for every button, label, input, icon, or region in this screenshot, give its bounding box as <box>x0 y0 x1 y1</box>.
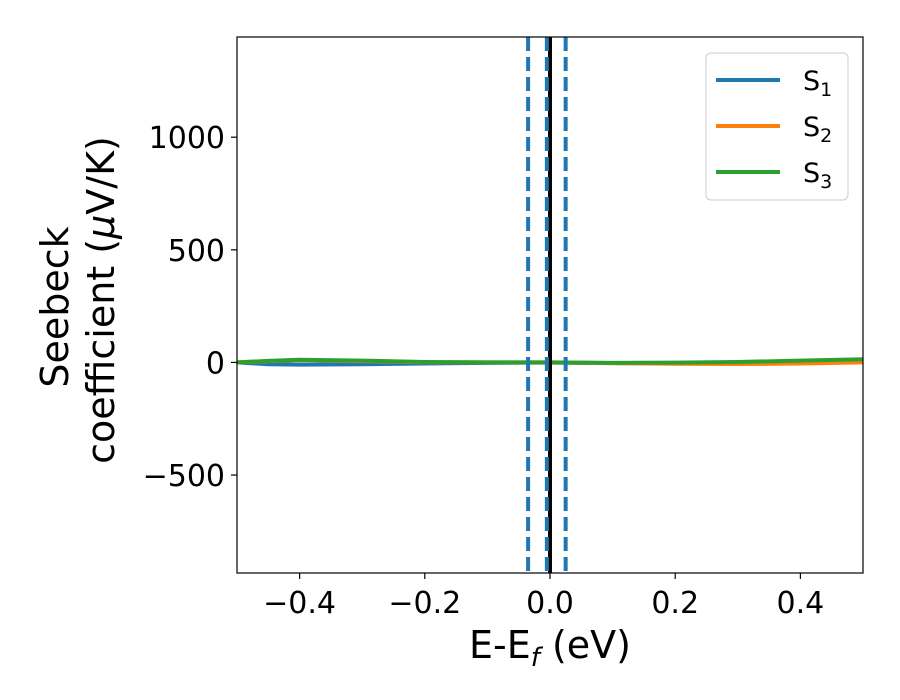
legend: S1 S2 S3 <box>705 52 849 201</box>
x-tick-label: 0.4 <box>777 586 825 621</box>
y-tick-label: 0 <box>206 346 225 381</box>
x-tick-label: −0.4 <box>263 586 336 621</box>
y-axis-ticks: −500 0 500 1000 <box>143 121 237 494</box>
y-tick-label: 500 <box>168 234 225 269</box>
y-tick-label: 1000 <box>149 121 225 156</box>
y-axis-label-prefix: coefficient ( <box>79 239 123 464</box>
x-tick-label: 0.0 <box>526 586 574 621</box>
y-tick-label: −500 <box>143 459 225 494</box>
y-axis-label-units: V/K) <box>79 136 123 215</box>
plot-area <box>236 36 864 574</box>
legend-entries: S1 S2 S3 <box>716 66 832 193</box>
legend-label-s2: S2 <box>803 112 832 147</box>
vertical-lines <box>526 37 568 573</box>
legend-label-s3: S3 <box>803 158 832 193</box>
x-axis-label: E-Ef (eV) <box>469 623 631 673</box>
y-axis-label-mu: μ <box>79 215 123 240</box>
legend-label-s1: S1 <box>803 66 832 101</box>
x-tick-label: 0.2 <box>651 586 699 621</box>
series-layer <box>237 357 863 367</box>
x-tick-label: −0.2 <box>388 586 461 621</box>
x-axis-label-units: (eV) <box>540 623 631 667</box>
x-axis-label-main: E-E <box>469 623 531 667</box>
y-axis-label-line2: coefficient (μV/K) <box>79 136 123 464</box>
y-axis-label-line1: Seebeck <box>33 226 77 387</box>
series-line-s3 <box>237 357 863 365</box>
x-axis-ticks: −0.4 −0.2 0.0 0.2 0.4 <box>263 573 824 621</box>
